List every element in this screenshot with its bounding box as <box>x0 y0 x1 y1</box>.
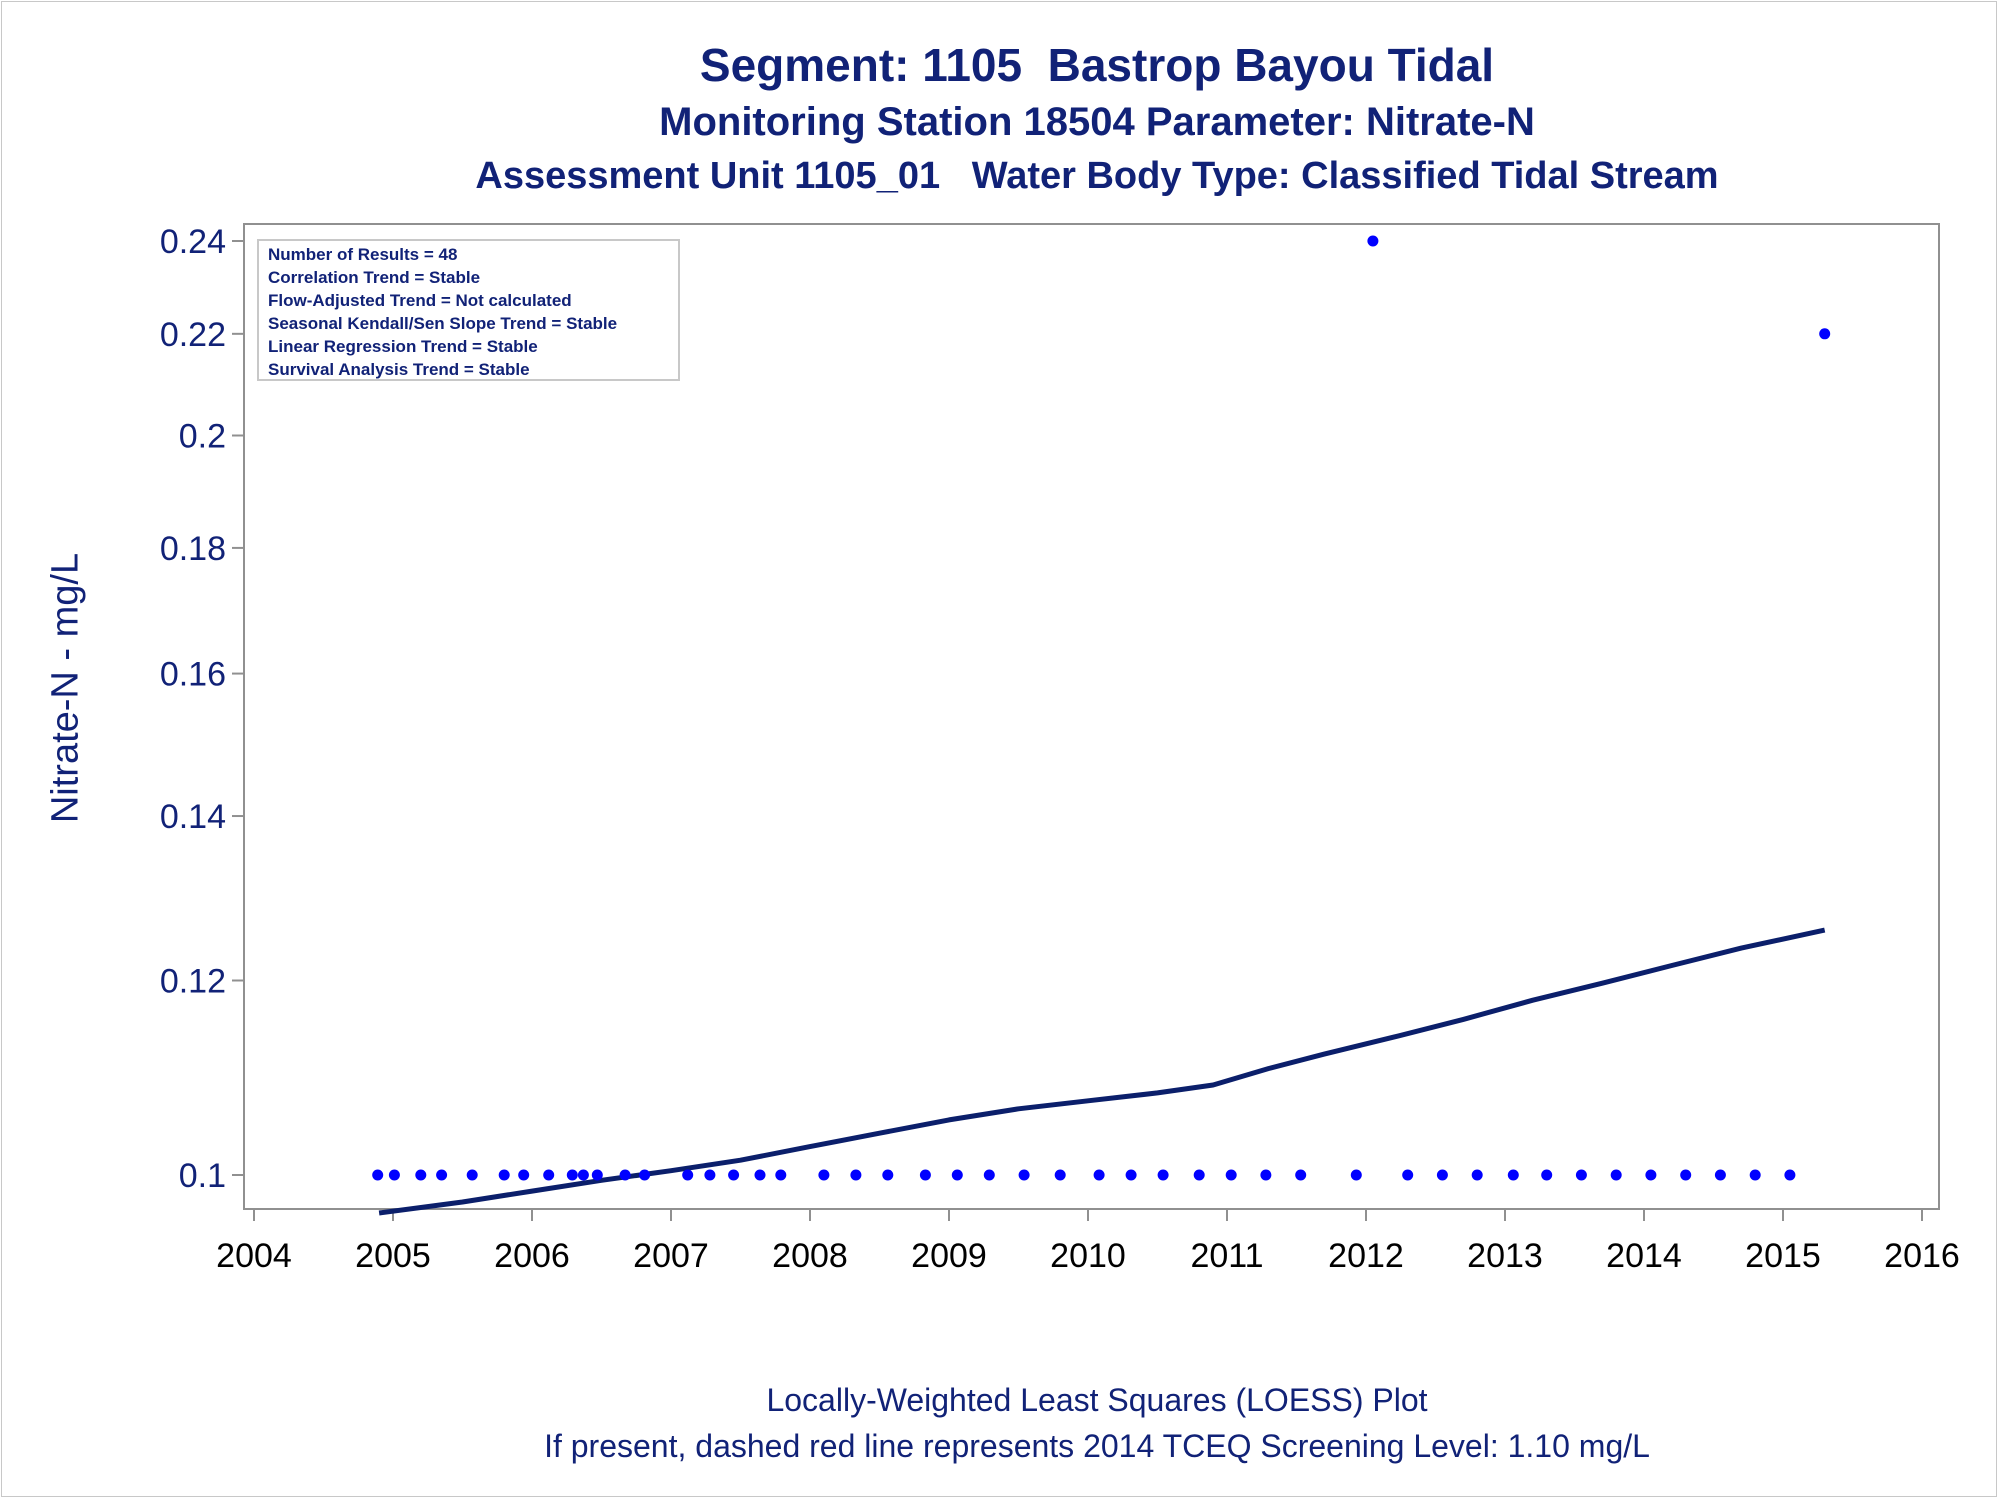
chart-title: Segment: 1105 Bastrop Bayou Tidal <box>699 39 1495 91</box>
data-point <box>1260 1169 1272 1181</box>
footnote-screening-level: If present, dashed red line represents 2… <box>544 1428 1650 1464</box>
data-point <box>1819 328 1831 340</box>
stats-box: Number of Results = 48 Correlation Trend … <box>257 239 680 381</box>
y-tick-label: 0.22 <box>160 316 226 354</box>
data-point <box>704 1169 716 1181</box>
plot-area-border <box>243 223 1940 1210</box>
data-point <box>372 1169 384 1181</box>
data-point <box>1295 1169 1307 1181</box>
x-tick-label: 2011 <box>1190 1237 1263 1275</box>
data-point <box>591 1169 603 1181</box>
data-point <box>1471 1169 1483 1181</box>
data-point <box>1714 1169 1726 1181</box>
y-tick-label: 0.14 <box>160 798 226 836</box>
loess-line <box>378 927 1826 1216</box>
data-point <box>466 1169 478 1181</box>
data-point <box>1125 1169 1137 1181</box>
chart-subtitle-assessment: Assessment Unit 1105_01 Water Body Type:… <box>475 155 1719 197</box>
x-axis: 2004 2005 2006 2007 2008 2009 2010 2011 2012 2013… <box>216 1209 1960 1275</box>
data-point <box>436 1169 448 1181</box>
stats-box-line: Flow-Adjusted Trend = Not calculated <box>268 291 572 310</box>
stats-box-border <box>257 239 680 381</box>
x-tick-label: 2010 <box>1050 1237 1126 1275</box>
x-tick-label: 2006 <box>494 1237 570 1275</box>
x-tick-label: 2015 <box>1745 1237 1821 1275</box>
x-tick-label: 2007 <box>633 1237 709 1275</box>
x-tick-label: 2012 <box>1328 1237 1404 1275</box>
data-point <box>1784 1169 1796 1181</box>
data-point <box>850 1169 862 1181</box>
data-point <box>728 1169 740 1181</box>
x-tick-label: 2008 <box>772 1237 848 1275</box>
data-point <box>1680 1169 1692 1181</box>
y-tick-label: 0.12 <box>160 962 226 1000</box>
y-tick-label: 0.18 <box>160 530 226 568</box>
data-point <box>498 1169 510 1181</box>
chart-subtitle-station: Monitoring Station 18504 Parameter: Nitr… <box>659 100 1535 144</box>
data-point <box>619 1169 631 1181</box>
data-point <box>818 1169 830 1181</box>
footnote-loess: Locally-Weighted Least Squares (LOESS) P… <box>766 1382 1428 1418</box>
data-point <box>1507 1169 1519 1181</box>
y-tick-label: 0.24 <box>160 223 226 261</box>
stats-box-line: Seasonal Kendall/Sen Slope Trend = Stabl… <box>268 314 617 333</box>
data-point <box>1402 1169 1414 1181</box>
x-tick-label: 2009 <box>911 1237 987 1275</box>
x-tick-label: 2013 <box>1467 1237 1543 1275</box>
data-point <box>1575 1169 1587 1181</box>
data-point <box>1157 1169 1169 1181</box>
data-point <box>951 1169 963 1181</box>
data-point <box>1018 1169 1030 1181</box>
data-point <box>518 1169 530 1181</box>
data-point <box>1054 1169 1066 1181</box>
data-point <box>1367 235 1379 247</box>
stats-box-line: Survival Analysis Trend = Stable <box>268 360 530 379</box>
data-point <box>1541 1169 1553 1181</box>
x-tick-label: 2014 <box>1606 1237 1682 1275</box>
y-tick-label: 0.1 <box>179 1157 226 1195</box>
data-point <box>1749 1169 1761 1181</box>
y-tick-label: 0.16 <box>160 656 226 694</box>
data-point <box>566 1169 578 1181</box>
data-point <box>1193 1169 1205 1181</box>
x-tick-label: 2005 <box>355 1237 431 1275</box>
data-point <box>639 1169 651 1181</box>
data-point <box>754 1169 766 1181</box>
data-point <box>1093 1169 1105 1181</box>
data-point <box>388 1169 400 1181</box>
data-point <box>1610 1169 1622 1181</box>
data-point <box>682 1169 694 1181</box>
stats-box-line: Correlation Trend = Stable <box>268 268 480 287</box>
data-point <box>543 1169 555 1181</box>
series-layer <box>372 235 1831 1216</box>
data-point <box>1436 1169 1448 1181</box>
stats-box-line: Number of Results = 48 <box>268 245 457 264</box>
stats-box-line: Linear Regression Trend = Stable <box>268 337 538 356</box>
data-point <box>1645 1169 1657 1181</box>
data-point <box>415 1169 427 1181</box>
data-point <box>983 1169 995 1181</box>
x-tick-label: 2016 <box>1884 1237 1960 1275</box>
y-axis: 0.1 0.12 0.14 0.16 0.18 0.2 0.22 0.24 <box>160 223 244 1195</box>
data-point <box>775 1169 787 1181</box>
data-point <box>919 1169 931 1181</box>
data-point <box>1350 1169 1362 1181</box>
data-point <box>577 1169 589 1181</box>
x-tick-label: 2004 <box>216 1237 292 1275</box>
data-point <box>882 1169 894 1181</box>
data-point <box>1225 1169 1237 1181</box>
y-tick-label: 0.2 <box>179 418 226 456</box>
